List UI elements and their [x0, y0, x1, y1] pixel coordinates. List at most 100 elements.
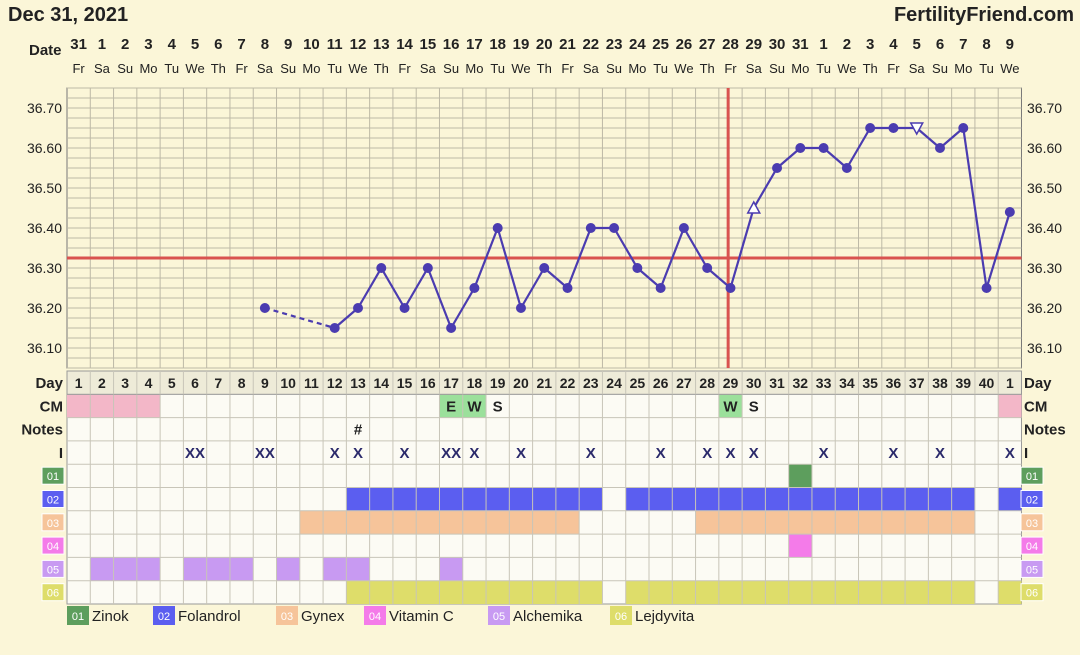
- weekday-label: Su: [606, 61, 622, 76]
- cycle-day-label: 21: [536, 375, 552, 391]
- intercourse-mark: X: [469, 445, 479, 462]
- supplement-cell: [416, 510, 440, 535]
- supplement-cell: [788, 487, 812, 511]
- date-label: 4: [168, 36, 177, 53]
- y-tick-right: 36.20: [1027, 300, 1062, 316]
- cycle-day-label: 6: [191, 375, 199, 391]
- supplement-code-badge-left: [41, 559, 65, 578]
- weekday-label: Mo: [465, 61, 483, 76]
- temperature-point: [678, 223, 689, 233]
- intercourse-mark: X: [400, 445, 410, 462]
- supplement-cell: [509, 580, 533, 604]
- intercourse-mark: X: [353, 445, 363, 462]
- date-label: 25: [652, 36, 669, 53]
- weekday-label: We: [837, 61, 856, 76]
- weekday-label: Su: [769, 61, 785, 76]
- supplement-cell: [625, 580, 649, 604]
- site-name[interactable]: FertilityFriend.com: [893, 4, 1074, 26]
- cycle-day-label: 9: [261, 375, 269, 391]
- supplement-cell: [718, 510, 743, 535]
- supplement-code-left: 01: [47, 471, 59, 483]
- supplement-cell: [462, 510, 487, 535]
- weekday-label: Tu: [979, 61, 994, 76]
- supplement-cell: [765, 580, 789, 604]
- supplement-cell: [765, 510, 789, 535]
- y-tick-left: 36.10: [27, 340, 62, 356]
- legend-swatch: [610, 606, 632, 625]
- cycle-day-label: 1: [1006, 375, 1014, 391]
- supplement-code-badge-left: [41, 513, 65, 532]
- temperature-segment: [776, 147, 802, 169]
- date-label: 6: [936, 36, 944, 53]
- supplement-cell: [905, 580, 929, 604]
- temperature-segment: [380, 267, 406, 309]
- supplement-cell: [742, 487, 766, 511]
- supplement-cell: [532, 487, 556, 511]
- temperature-point: [446, 323, 457, 333]
- cycle-day-label: 28: [699, 375, 715, 391]
- legend-name: Lejdyvita: [635, 608, 695, 625]
- weekday-label: Fr: [398, 61, 411, 76]
- temperature-segment: [985, 211, 1011, 289]
- cycle-day-label: 40: [979, 375, 995, 391]
- supplement-cell: [835, 510, 859, 535]
- temperature-segment: [822, 147, 848, 169]
- cycle-day-label: 19: [490, 375, 506, 391]
- supplement-cell: [392, 580, 417, 604]
- legend-code: 05: [493, 611, 505, 623]
- weekday-label: We: [348, 61, 367, 76]
- temperature-point: [585, 223, 596, 233]
- row-label-left: Day: [35, 375, 63, 392]
- weekday-label: Sa: [909, 61, 926, 76]
- temperature-point: [958, 123, 969, 133]
- supplement-cell: [486, 487, 510, 511]
- legend-name: Gynex: [301, 608, 345, 625]
- supplement-code-right: 05: [1026, 564, 1038, 576]
- cycle-day-label: 13: [350, 375, 366, 391]
- supplement-cell: [928, 510, 952, 535]
- cycle-day-label: 33: [816, 375, 832, 391]
- supplement-cell: [881, 580, 906, 604]
- supplement-cell: [742, 580, 766, 604]
- temperature-segment: [566, 227, 592, 289]
- supplement-cell: [555, 487, 580, 511]
- temperature-segment: [426, 267, 453, 329]
- cycle-day-label: 34: [839, 375, 855, 391]
- cm-cell: [462, 394, 487, 418]
- supplement-code-right: 04: [1026, 541, 1038, 553]
- date-label: 11: [327, 36, 343, 53]
- supplement-cell: [439, 580, 463, 604]
- supplement-cell: [90, 557, 114, 581]
- cycle-day-label: 17: [443, 375, 459, 391]
- temperature-point: [888, 123, 899, 133]
- supplement-cell: [672, 487, 696, 511]
- date-label: 26: [676, 36, 693, 53]
- temperature-segment: [496, 227, 523, 309]
- cycle-day-label: 23: [583, 375, 599, 391]
- supplement-cell: [392, 510, 417, 535]
- weekday-label: Tu: [653, 61, 668, 76]
- cycle-day-label: 4: [145, 375, 153, 391]
- date-label: 16: [443, 36, 460, 53]
- cycle-day-label: 11: [304, 375, 319, 391]
- date-label: 23: [606, 36, 623, 53]
- y-tick-left: 36.60: [27, 140, 62, 156]
- supplement-cell: [532, 510, 556, 535]
- intercourse-mark: X: [819, 445, 829, 462]
- legend-swatch: [364, 606, 386, 625]
- intercourse-mark: X: [702, 445, 712, 462]
- temperature-point: [632, 263, 643, 273]
- temperature-segment: [264, 306, 336, 330]
- temperature-segment: [357, 267, 383, 309]
- supplement-cell: [951, 510, 975, 535]
- cycle-day-label: 37: [909, 375, 925, 391]
- temperature-point: [981, 283, 992, 293]
- supplement-cell: [788, 534, 812, 558]
- temperature-point: [865, 123, 876, 133]
- date-label: 30: [769, 36, 786, 53]
- supplement-cell: [998, 487, 1022, 511]
- temperature-point: [376, 263, 387, 273]
- weekday-label: Sa: [583, 61, 600, 76]
- supplement-cell: [788, 510, 812, 535]
